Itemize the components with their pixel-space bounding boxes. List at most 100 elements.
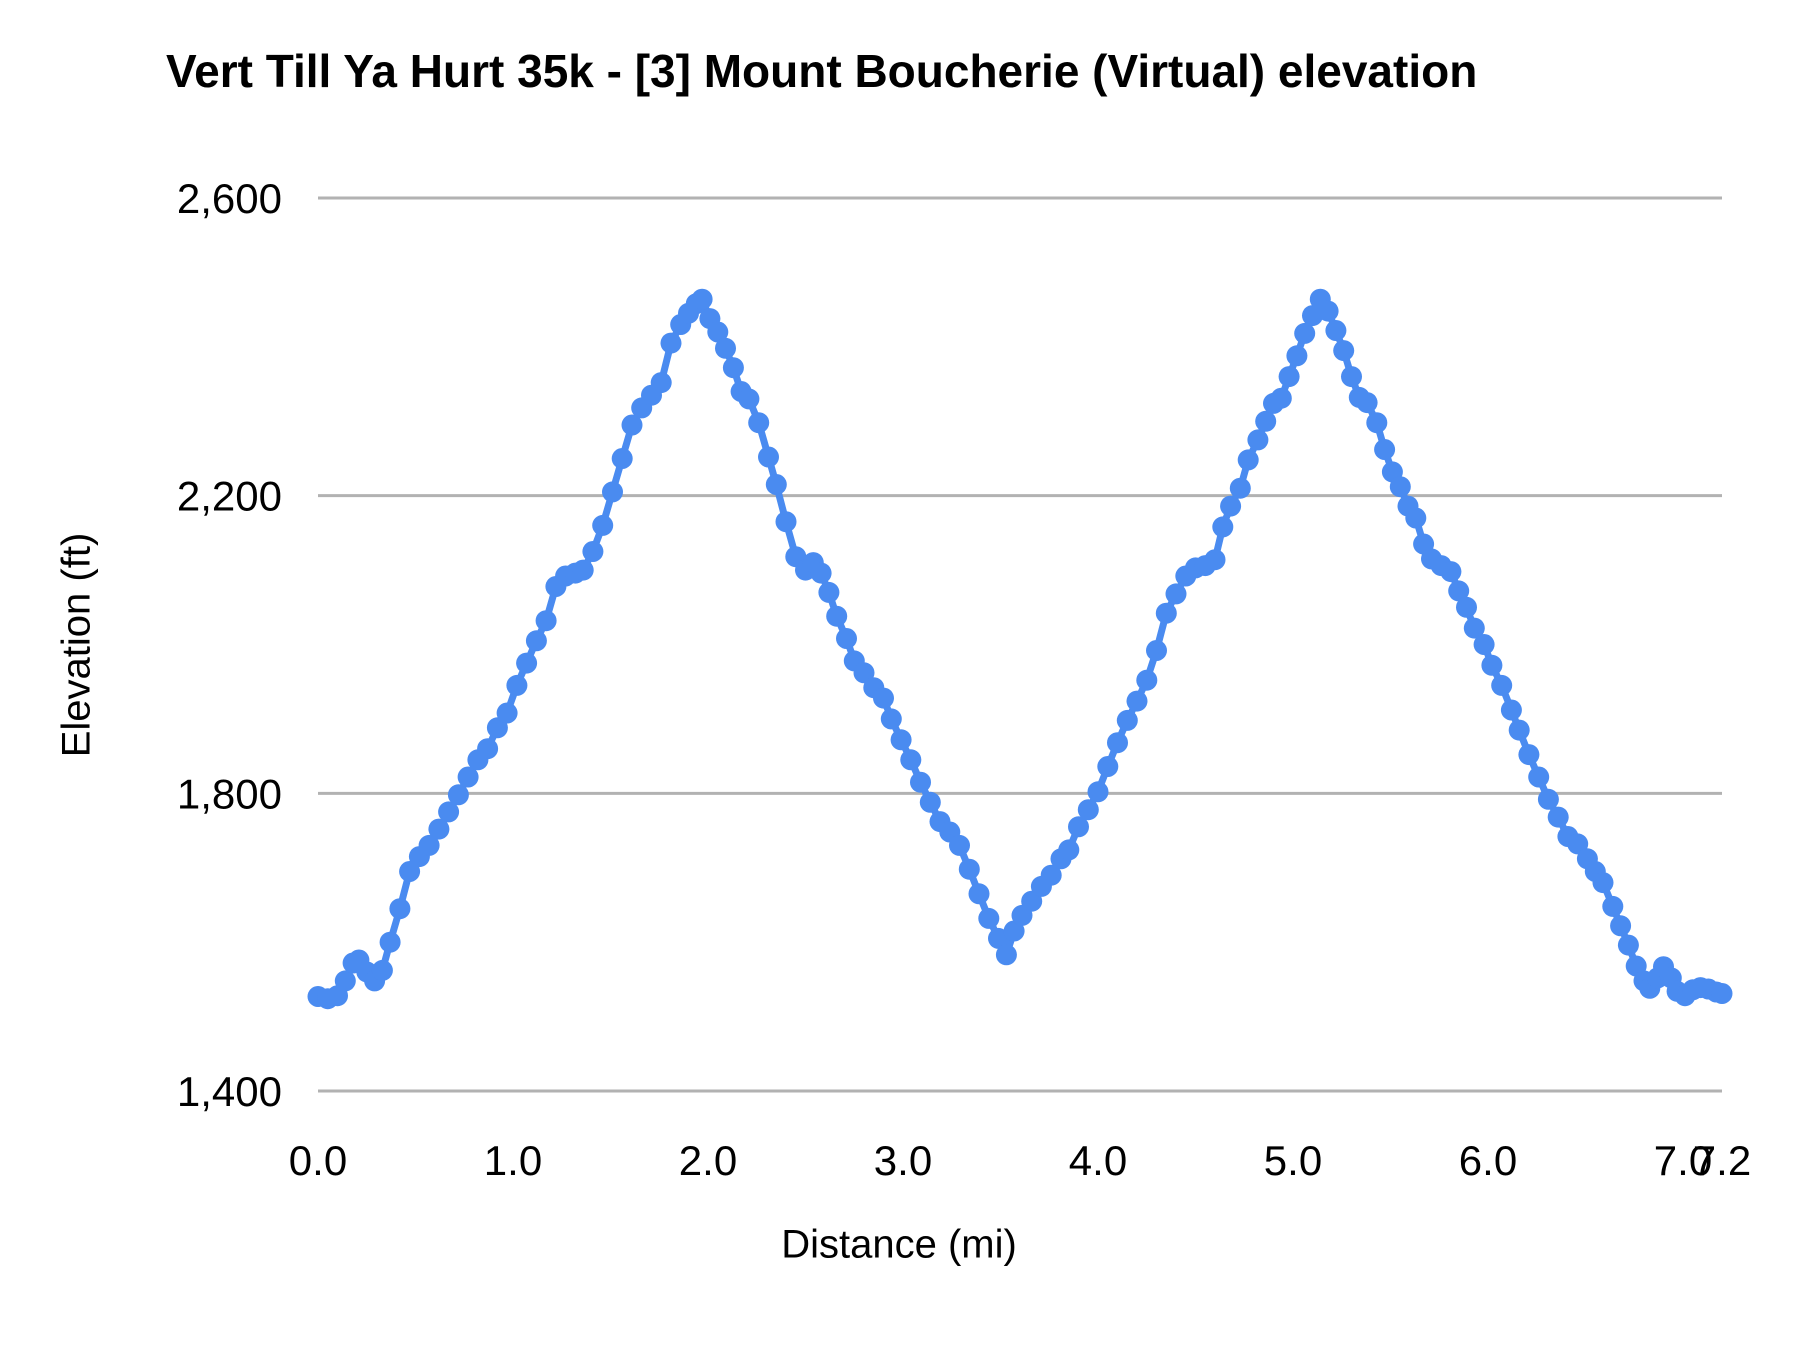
data-point <box>1126 690 1148 712</box>
data-point <box>1077 799 1099 821</box>
data-point <box>486 717 508 739</box>
data-point <box>1058 839 1080 861</box>
gridlines <box>318 196 1722 1093</box>
data-point <box>1602 895 1624 917</box>
data-point <box>738 388 760 410</box>
data-point <box>995 944 1017 966</box>
data-point <box>890 729 912 751</box>
data-point <box>873 687 894 709</box>
data-point <box>1097 756 1119 777</box>
data-point <box>1107 732 1128 754</box>
data-point <box>1146 640 1167 661</box>
data-point <box>334 970 356 992</box>
x-tick-label: 6.0 <box>1459 1137 1517 1184</box>
x-tick-label: 3.0 <box>874 1137 932 1184</box>
data-point <box>1317 300 1339 322</box>
data-point <box>1567 833 1589 855</box>
x-tick-label: 5.0 <box>1264 1137 1322 1184</box>
data-point <box>880 708 902 730</box>
data-point <box>1220 495 1242 517</box>
data-point <box>853 662 875 684</box>
data-point <box>1341 366 1362 388</box>
data-point <box>1547 806 1569 828</box>
data-point <box>722 357 744 379</box>
data-point <box>715 337 736 359</box>
data-point <box>477 738 499 760</box>
data-point <box>1440 561 1462 583</box>
data-point <box>707 321 729 343</box>
data-point <box>1165 583 1187 605</box>
data-point <box>1389 476 1411 498</box>
data-point <box>1204 549 1226 571</box>
data-point <box>389 898 411 920</box>
x-axis-tick-labels: 0.0 1.0 2.0 3.0 4.0 5.0 6.0 7.07.2 <box>289 1137 1751 1184</box>
data-point <box>691 288 713 310</box>
data-point <box>818 581 840 603</box>
data-point <box>919 791 941 813</box>
data-point <box>535 610 557 632</box>
chart-title: Vert Till Ya Hurt 35k - [3] Mount Bouche… <box>166 45 1478 97</box>
data-point <box>1500 699 1522 721</box>
data-point <box>1491 674 1513 696</box>
data-point <box>1463 617 1485 639</box>
x-tick-label: 2.0 <box>679 1137 737 1184</box>
data-point <box>1286 345 1308 367</box>
data-point <box>1255 410 1277 432</box>
data-point <box>1247 429 1269 451</box>
data-point <box>1136 669 1158 691</box>
data-point <box>1537 788 1559 810</box>
data-point <box>611 448 633 469</box>
data-point <box>810 562 832 584</box>
x-tick-label: 4.0 <box>1069 1137 1127 1184</box>
data-point <box>582 541 604 562</box>
data-point <box>1405 507 1427 529</box>
data-point <box>525 630 547 652</box>
data-point <box>1237 449 1259 471</box>
data-point <box>826 605 848 627</box>
data-point <box>1021 890 1043 912</box>
data-point <box>506 674 528 696</box>
data-point <box>1325 320 1347 341</box>
data-point <box>1481 654 1503 676</box>
data-point <box>958 858 980 880</box>
data-point <box>775 511 797 533</box>
data-point <box>457 766 479 788</box>
series-line <box>314 295 1726 1003</box>
data-point <box>592 514 614 536</box>
data-point <box>1116 709 1138 731</box>
data-point <box>900 749 922 771</box>
data-point <box>1592 872 1614 894</box>
data-point <box>1356 392 1378 414</box>
data-point <box>1229 477 1251 499</box>
data-point <box>1155 602 1177 624</box>
y-tick-label: 1,400 <box>177 1068 282 1115</box>
x-tick-label: 7.2 <box>1693 1137 1751 1184</box>
data-point <box>1617 934 1639 956</box>
data-point <box>1528 766 1550 788</box>
data-point <box>988 927 1009 949</box>
data-point <box>621 414 643 436</box>
data-point <box>572 559 594 581</box>
data-point <box>496 702 518 724</box>
data-point <box>978 907 1000 929</box>
data-point <box>399 861 421 882</box>
data-point <box>1448 580 1470 602</box>
data-point <box>1518 744 1540 766</box>
data-point <box>1040 864 1062 886</box>
data-point <box>418 834 440 856</box>
data-point <box>516 652 538 674</box>
x-axis-title: Distance (mi) <box>781 1222 1017 1267</box>
data-point <box>602 481 623 503</box>
data-point <box>1333 340 1355 362</box>
x-tick-label: 7.0 <box>1654 1137 1712 1184</box>
data-point <box>438 801 460 823</box>
data-point <box>765 474 787 495</box>
data-point <box>1278 366 1300 388</box>
data-point <box>1270 387 1292 409</box>
data-point <box>949 834 970 856</box>
data-point <box>1610 915 1632 937</box>
y-tick-label: 2,200 <box>177 473 282 520</box>
data-point <box>660 332 682 354</box>
data-point <box>758 446 779 468</box>
